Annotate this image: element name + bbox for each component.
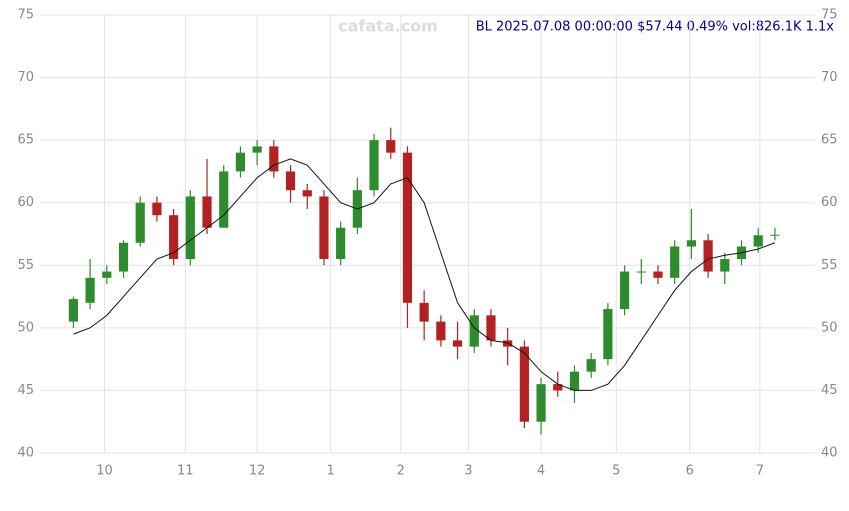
candle-body: [536, 384, 546, 422]
candle-body: [386, 140, 396, 153]
candle-body: [102, 271, 112, 278]
y-tick-label-right: 45: [821, 383, 838, 398]
y-tick-label: 65: [17, 133, 34, 148]
x-tick-label: 5: [612, 464, 620, 479]
candle-body: [703, 240, 713, 272]
x-tick-label: 7: [756, 464, 764, 479]
candle-body: [486, 315, 496, 341]
x-tick-label: 2: [397, 464, 405, 479]
candle-body: [185, 196, 195, 260]
candle-body: [686, 240, 696, 247]
x-tick-label: 1: [326, 464, 334, 479]
candle-body: [169, 215, 179, 260]
candle-body: [302, 190, 312, 197]
y-tick-label: 60: [17, 195, 34, 210]
candle-body: [252, 146, 262, 153]
y-tick-label-right: 70: [821, 70, 838, 85]
candle-body: [469, 315, 479, 347]
candle-body: [670, 246, 680, 278]
candle-body: [720, 259, 730, 272]
y-tick-label: 40: [17, 446, 34, 461]
candle-body: [452, 340, 463, 347]
y-tick-label: 75: [17, 8, 34, 23]
y-tick-label: 45: [17, 383, 34, 398]
candle-body: [436, 321, 446, 341]
x-tick-label: 6: [686, 464, 694, 479]
candle-body: [235, 152, 246, 172]
candle-body: [603, 309, 613, 360]
y-tick-label-right: 55: [821, 258, 838, 273]
candle-body: [569, 371, 580, 391]
candle-body: [285, 171, 296, 191]
y-tick-label-right: 60: [821, 195, 838, 210]
y-tick-label: 55: [17, 258, 34, 273]
candle-body: [503, 340, 513, 347]
candle-body: [152, 202, 162, 216]
y-tick-label-right: 75: [821, 8, 838, 23]
x-tick-label: 11: [177, 464, 194, 479]
watermark: cafata.com: [338, 17, 438, 36]
candle-body: [553, 384, 563, 391]
candle-body: [219, 171, 229, 228]
x-tick-label: 10: [96, 464, 113, 479]
candle-body: [586, 359, 596, 372]
candle-body: [68, 299, 78, 322]
candle-body: [519, 346, 529, 422]
moving-average: [73, 158, 776, 391]
candle-body: [369, 140, 379, 191]
candle-body: [619, 271, 630, 310]
candle-body: [753, 235, 763, 247]
candle-body: [653, 271, 663, 278]
y-tick-label: 50: [17, 320, 34, 335]
x-tick-label: 4: [537, 464, 545, 479]
candle-body: [85, 277, 95, 303]
candle-body: [336, 227, 346, 260]
y-tick-label-right: 40: [821, 446, 838, 461]
y-tick-label-right: 50: [821, 320, 838, 335]
candle-body: [319, 196, 329, 260]
y-tick-label: 70: [17, 70, 34, 85]
candle-body: [636, 271, 646, 273]
candle-body: [402, 152, 413, 303]
candle-body: [202, 196, 212, 228]
candle-body: [770, 234, 780, 236]
candle-body: [135, 202, 145, 243]
x-tick-label: 3: [464, 464, 472, 479]
candle-body: [419, 302, 429, 322]
candle-body: [269, 146, 279, 172]
x-tick-label: 12: [249, 464, 266, 479]
y-tick-label-right: 65: [821, 133, 838, 148]
chart-title: BL 2025.07.08 00:00:00 $57.44 0.49% vol:…: [476, 20, 835, 35]
candle-body: [118, 242, 129, 272]
